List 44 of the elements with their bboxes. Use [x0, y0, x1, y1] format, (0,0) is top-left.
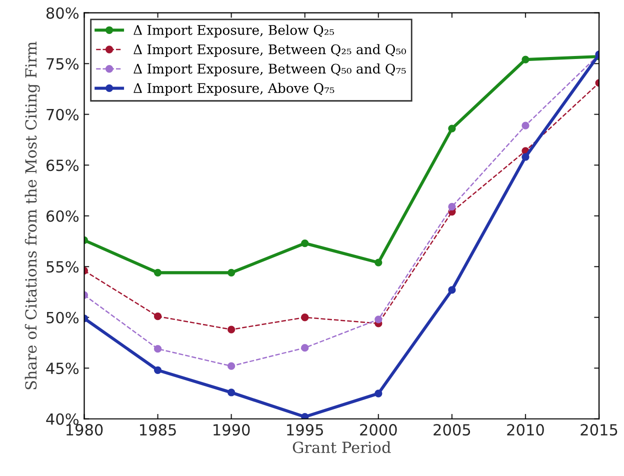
- x-tick-label: 1985: [140, 424, 176, 436]
- point: [154, 366, 162, 374]
- point: [154, 345, 162, 353]
- point: [301, 314, 309, 322]
- point: [228, 388, 236, 396]
- point: [522, 153, 530, 161]
- point: [448, 202, 456, 211]
- x-tick-label: 2010: [507, 424, 544, 436]
- x-tick-label: 1995: [287, 424, 323, 436]
- x-tick-label: 2005: [434, 424, 470, 436]
- y-axis-title: Share of Citations from the Most Citing Firm: [24, 42, 40, 390]
- legend-label: Δ Import Exposure, Above Q₇₅: [134, 82, 334, 96]
- point: [301, 344, 309, 352]
- y-tick-label: 55%: [46, 261, 79, 273]
- point: [154, 268, 162, 277]
- x-axis-title: Grant Period: [292, 441, 391, 454]
- point: [522, 122, 530, 130]
- point: [228, 268, 236, 277]
- legend-label: Δ Import Exposure, Between Q₅₀ and Q₇₅: [134, 63, 406, 76]
- x-tick-label: 2000: [360, 424, 397, 436]
- y-tick-label: 80%: [46, 7, 79, 19]
- y-tick-label: 60%: [46, 210, 79, 222]
- y-tick-label: 45%: [46, 362, 79, 374]
- point: [448, 124, 456, 132]
- point: [522, 56, 530, 64]
- y-tick-label: 65%: [46, 160, 79, 172]
- point: [374, 390, 382, 398]
- point: [228, 362, 236, 370]
- point: [301, 239, 309, 248]
- y-tick-label: 70%: [46, 108, 79, 120]
- legend-label: Δ Import Exposure, Between Q₂₅ and Q₅₀: [134, 44, 406, 57]
- x-tick-label: 2015: [580, 424, 618, 436]
- point: [448, 286, 456, 294]
- y-tick-label: 75%: [46, 58, 79, 70]
- y-tick-label: 40%: [46, 413, 79, 425]
- x-tick-label: 1990: [214, 424, 250, 436]
- point: [228, 326, 236, 334]
- point: [154, 312, 162, 320]
- legend-label: Δ Import Exposure, Below Q₂₅: [134, 24, 334, 38]
- point: [374, 316, 382, 324]
- x-tick-label: 1980: [66, 424, 103, 436]
- point: [374, 258, 382, 266]
- y-tick-label: 50%: [46, 312, 79, 324]
- point: [301, 413, 309, 419]
